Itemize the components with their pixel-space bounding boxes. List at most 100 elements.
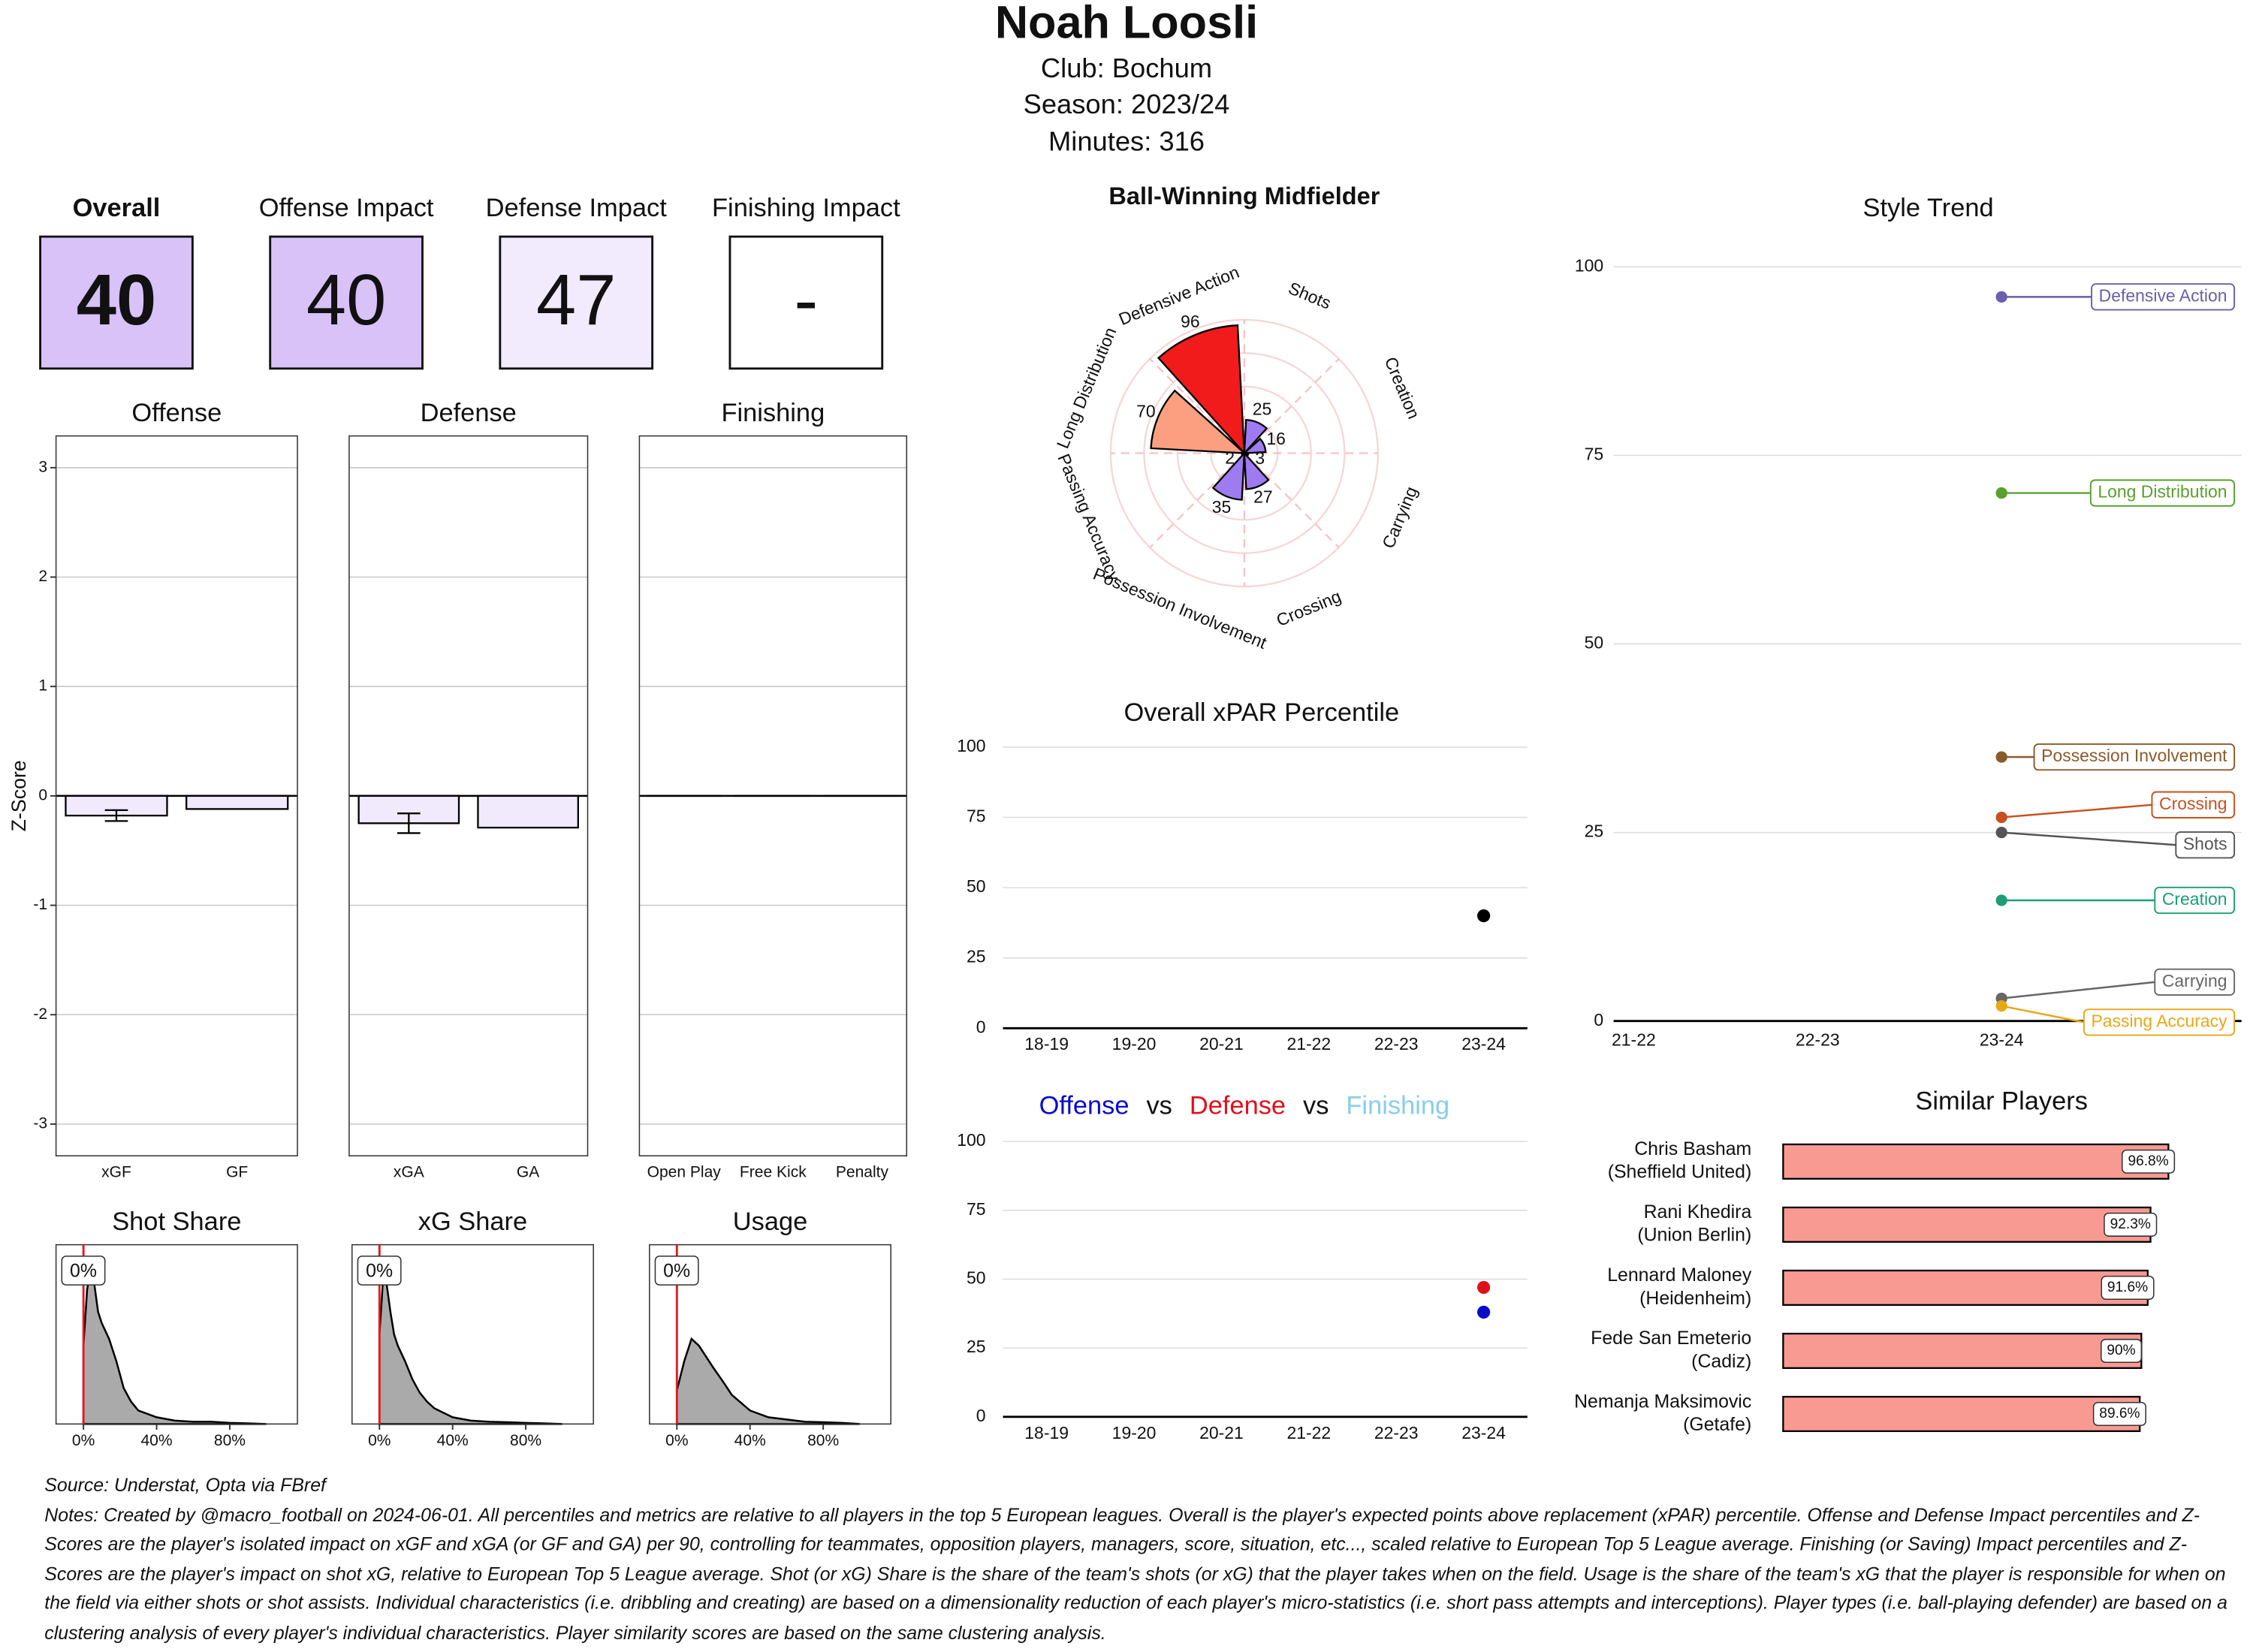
value-label-box: [2104, 1212, 2158, 1237]
footer-text: Source: Understat, Opta via FBref Notes:…: [44, 1471, 2231, 1647]
impact-label: Defense Impact: [486, 194, 668, 222]
trend-label: Shots: [2175, 831, 2236, 859]
player-club: (Union Berlin): [1637, 1225, 1751, 1246]
impact-label: Finishing Impact: [712, 194, 900, 222]
bar: [1782, 1206, 2152, 1243]
season-line: Season: 2023/24: [1024, 89, 1230, 119]
value-label-group: 90%: [2100, 1338, 2143, 1364]
chart-title: Ball-Winning Midfielder: [1108, 182, 1380, 210]
value-label-box: [2100, 1338, 2143, 1364]
category-label: Carrying: [1378, 484, 1421, 551]
polar-bar: [1243, 451, 1270, 490]
impact-box: [499, 235, 654, 370]
panel-border: [351, 1244, 594, 1425]
impact-value: 40: [77, 260, 156, 340]
value-label-group: 89.6%: [2092, 1401, 2146, 1427]
series-label: Shots: [2183, 834, 2227, 853]
x-tick-label: 22-23: [1796, 1030, 1840, 1050]
x-tick-label: 20-21: [1199, 1034, 1244, 1054]
impact-label: Offense Impact: [259, 194, 434, 222]
point: [1995, 487, 2007, 499]
x-tick-label: Penalty: [836, 1164, 889, 1181]
point: [1995, 894, 2007, 906]
y-tick-label: -2: [33, 1005, 47, 1023]
facet-title: Finishing: [721, 399, 825, 427]
density-area: [379, 1275, 562, 1425]
x-tick-label: 0%: [72, 1432, 95, 1449]
y-tick-label: 0: [1594, 1010, 1603, 1029]
player-club: (Getafe): [1683, 1415, 1751, 1435]
value-label: 25: [1253, 399, 1272, 419]
panel-border: [649, 1244, 891, 1425]
chart-title: Similar Players: [1915, 1087, 2088, 1116]
spoke: [1244, 358, 1340, 454]
bar: [1782, 1332, 2143, 1370]
spoke: [1149, 452, 1245, 548]
value-label: 27: [1253, 487, 1273, 507]
panel-border: [638, 435, 908, 1157]
player-club: (Cadiz): [1691, 1352, 1751, 1372]
x-tick-label: 80%: [510, 1432, 541, 1449]
y-tick-label: 75: [967, 806, 986, 826]
x-tick-label: 23-24: [1461, 1423, 1506, 1442]
point: [1995, 826, 2007, 839]
x-tick-label: 20-21: [1199, 1423, 1244, 1442]
y-tick-label: 3: [38, 458, 47, 475]
notes: Notes: Created by @macro_football on 202…: [44, 1503, 2227, 1643]
x-tick-label: 23-24: [1980, 1030, 2024, 1050]
facet-title: Usage: [733, 1207, 808, 1236]
trend-label: Passing Accuracy: [2083, 1008, 2236, 1036]
series-label: Long Distribution: [2098, 482, 2227, 502]
footer: Source: Understat, Opta via FBref Notes:…: [44, 1471, 2231, 1647]
impact-value: -: [794, 260, 818, 340]
player-name: Lennard Maloney: [1607, 1265, 1752, 1286]
series-label-box: [2151, 791, 2236, 818]
value-label: 35: [1212, 497, 1232, 517]
source: Source: Understat, Opta via FBref: [44, 1474, 326, 1496]
player-name: Noah Loosli: [995, 0, 1258, 48]
y-tick-label: 0: [976, 1017, 986, 1036]
point: [1476, 1305, 1491, 1319]
title-separator: vs: [1303, 1091, 1329, 1120]
y-tick-label: 1: [38, 677, 47, 695]
x-tick-label: xGF: [101, 1164, 131, 1181]
spoke: [1244, 452, 1340, 548]
title-separator: vs: [1146, 1091, 1172, 1120]
x-tick-label: 22-23: [1374, 1423, 1419, 1442]
point: [1476, 1280, 1491, 1295]
density-area: [676, 1337, 860, 1425]
x-tick-label: 22-23: [1374, 1034, 1419, 1054]
y-tick-label: 100: [957, 736, 985, 755]
y-tick-label: 2: [38, 568, 47, 585]
series-label-box: [2033, 743, 2236, 771]
marker-label-box: [654, 1256, 699, 1286]
point: [1995, 751, 2007, 763]
value-label: 91.6%: [2107, 1280, 2148, 1295]
value-label: 96.8%: [2128, 1153, 2168, 1169]
facet-title: Defense: [421, 399, 517, 427]
minutes-line: Minutes: 316: [1048, 126, 1205, 157]
x-tick-label: 40%: [140, 1432, 172, 1449]
value-label-group: 92.3%: [2104, 1212, 2158, 1237]
impact-box: [39, 235, 194, 370]
impact-value: 40: [306, 260, 386, 340]
trend-label: Defensive Action: [2091, 283, 2236, 311]
series-label-box: [2089, 479, 2236, 507]
value-label: 96: [1181, 312, 1200, 331]
x-tick-label: 21-22: [1612, 1030, 1656, 1050]
series-label: Carrying: [2162, 971, 2227, 990]
trend-label: Crossing: [2151, 791, 2236, 818]
bar: [477, 794, 579, 829]
x-tick-label: Free Kick: [740, 1164, 807, 1181]
x-tick-label: 18-19: [1024, 1423, 1069, 1442]
y-tick-label: -3: [33, 1115, 47, 1132]
x-tick-label: 40%: [734, 1432, 766, 1449]
polar-bar: [1241, 437, 1267, 454]
x-tick-label: xGA: [394, 1164, 424, 1181]
value-label: 90%: [2107, 1343, 2135, 1358]
y-tick-label: 0: [976, 1406, 986, 1425]
y-tick-label: 100: [1575, 255, 1603, 275]
x-tick-label: 18-19: [1024, 1034, 1069, 1054]
density-area: [82, 1267, 267, 1425]
